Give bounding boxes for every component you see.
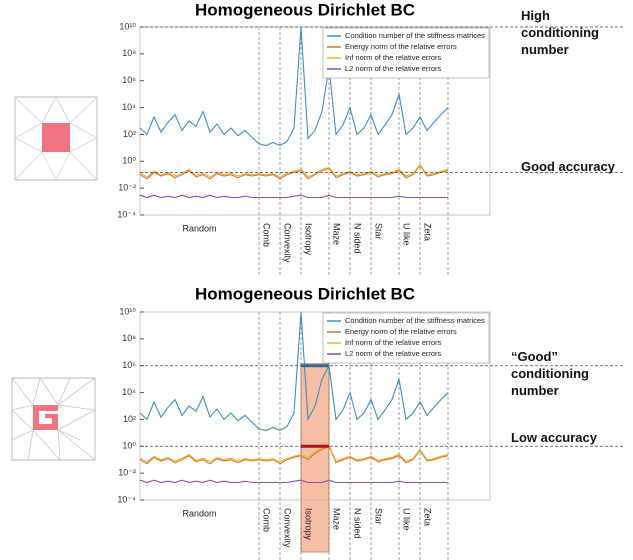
mesh-thumbnail <box>14 96 98 181</box>
y-tick-label: 10⁻² <box>118 468 136 478</box>
series-line <box>139 26 449 147</box>
section-label: Star <box>374 508 384 525</box>
section-label: Random <box>182 223 216 233</box>
legend-label: Condition number of the stiffness matric… <box>345 316 485 325</box>
y-tick-label: 10⁴ <box>122 387 136 397</box>
section-label: Maze <box>332 223 342 245</box>
section-label: Comb <box>262 508 272 532</box>
section-label: Convexity <box>283 508 293 548</box>
legend-label: Inf norm of the relative errors <box>345 338 442 347</box>
section-label: Zeta <box>423 223 433 241</box>
legend-label: L2 norm of the relative errors <box>345 349 442 358</box>
y-tick-label: 10⁻⁴ <box>117 209 136 219</box>
section-label: Random <box>182 508 216 518</box>
y-tick-label: 10² <box>123 129 136 139</box>
y-tick-label: 10⁻² <box>118 183 136 193</box>
annotation: Good accuracy <box>521 159 615 174</box>
series-line <box>139 444 449 463</box>
section-label: N sided <box>353 508 363 539</box>
plot-area <box>139 311 491 501</box>
legend: Condition number of the stiffness matric… <box>322 312 490 364</box>
legend: Condition number of the stiffness matric… <box>322 27 490 79</box>
section-label: Isotropy <box>304 223 314 256</box>
y-tick-label: 10⁶ <box>122 75 136 85</box>
section-label: Maze <box>332 508 342 530</box>
series-line <box>139 445 449 465</box>
y-tick-label: 10¹⁰ <box>119 21 136 31</box>
y-tick-label: 10⁴ <box>122 102 136 112</box>
section-label: Convexity <box>283 223 293 263</box>
legend-label: Energy norm of the relative errors <box>345 42 457 51</box>
y-tick-label: 10⁰ <box>122 441 136 451</box>
section-label: N sided <box>353 223 363 254</box>
mesh-thumbnail <box>11 377 96 461</box>
legend-label: Condition number of the stiffness matric… <box>345 31 485 40</box>
y-tick-label: 10² <box>123 414 136 424</box>
y-tick-label: 10⁻⁴ <box>117 494 136 504</box>
y-tick-label: 10¹⁰ <box>119 306 136 316</box>
series-line <box>139 163 449 178</box>
section-label: Zeta <box>423 508 433 526</box>
y-tick-label: 10⁸ <box>122 333 136 343</box>
series-line <box>139 194 448 199</box>
annotation: “Good” conditioning number <box>511 349 589 398</box>
y-tick-label: 10⁰ <box>122 156 136 166</box>
legend-box <box>322 27 490 79</box>
annotation: Low accuracy <box>511 430 597 445</box>
legend-label: Inf norm of the relative errors <box>345 53 442 62</box>
section-label: Star <box>374 223 384 240</box>
section-label: Comb <box>262 223 272 247</box>
y-tick-label: 10⁶ <box>122 360 136 370</box>
series-line <box>139 479 448 484</box>
annotation: High conditioning number <box>521 8 599 57</box>
section-label: U like <box>402 508 412 531</box>
chart-title: Homogeneous Dirichlet BC <box>195 284 415 303</box>
chart-title: Homogeneous Dirichlet BC <box>195 0 415 19</box>
legend-box <box>322 312 490 364</box>
y-tick-label: 10⁸ <box>122 48 136 58</box>
series-line <box>139 311 449 432</box>
legend-label: L2 norm of the relative errors <box>345 64 442 73</box>
section-label: Isotropy <box>304 508 314 541</box>
section-label: U like <box>402 223 412 246</box>
legend-label: Energy norm of the relative errors <box>345 327 457 336</box>
